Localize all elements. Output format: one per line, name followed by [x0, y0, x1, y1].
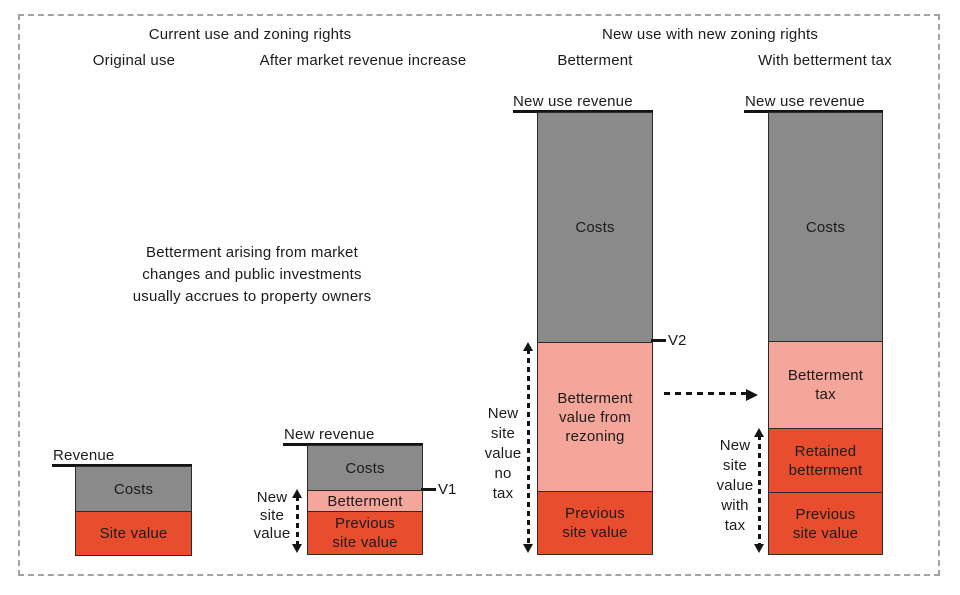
column-title-original-use: Original use: [92, 52, 176, 69]
revenue-label-market: New revenue: [284, 426, 375, 443]
segment-costs: Costs: [538, 113, 652, 342]
betterment-transfer-arrow: [664, 392, 746, 395]
new-site-value-arrow: [292, 489, 302, 553]
section-title-current-use: Current use and zoning rights: [148, 26, 352, 43]
segment-site-value: Site value: [76, 511, 191, 555]
segment-betterment-value: Betterment value from rezoning: [538, 342, 652, 491]
side-label-new-site-value-no-tax: New site value no tax: [484, 405, 522, 502]
segment-betterment: Betterment: [308, 490, 422, 511]
bar-with-betterment-tax: Costs Betterment tax Retained betterment…: [768, 112, 883, 555]
arrow-up-icon: [754, 428, 764, 437]
segment-costs: Costs: [76, 467, 191, 511]
arrow-up-icon: [523, 342, 533, 351]
revenue-line-market: [283, 443, 423, 446]
column-title-after-market-increase: After market revenue increase: [259, 52, 467, 69]
segment-previous-site-value: Previous site value: [538, 491, 652, 554]
revenue-label-original: Revenue: [53, 447, 115, 464]
revenue-label-rezoned: New use revenue: [513, 93, 633, 110]
segment-betterment-tax: Betterment tax: [769, 341, 882, 428]
segment-costs: Costs: [769, 113, 882, 341]
segment-costs: Costs: [308, 446, 422, 490]
explanatory-note: Betterment arising from market changes a…: [132, 244, 372, 305]
section-title-new-use: New use with new zoning rights: [601, 26, 819, 43]
column-title-with-betterment-tax: With betterment tax: [758, 52, 892, 69]
bar-after-market-increase: Costs Betterment Previous site value: [307, 445, 423, 555]
segment-retained-betterment: Retained betterment: [769, 428, 882, 492]
v1-tick: [421, 488, 436, 491]
side-label-new-site-value-with-tax: New site value with tax: [716, 437, 754, 534]
v2-tick: [651, 339, 666, 342]
bar-betterment-no-tax: Costs Betterment value from rezoning Pre…: [537, 112, 653, 555]
dashed-frame: [18, 14, 940, 576]
arrow-down-icon: [754, 544, 764, 553]
segment-previous-site-value: Previous site value: [308, 511, 422, 554]
column-title-betterment: Betterment: [557, 52, 633, 69]
arrow-down-icon: [292, 544, 302, 553]
arrow-down-icon: [523, 544, 533, 553]
new-site-value-no-tax-arrow: [523, 342, 533, 553]
side-label-new-site-value: New site value: [253, 489, 291, 542]
revenue-label-taxed: New use revenue: [745, 93, 865, 110]
revenue-line-rezoned: [513, 110, 653, 113]
arrow-up-icon: [292, 489, 302, 498]
v1-label: V1: [438, 481, 457, 498]
bar-original-use: Costs Site value: [75, 466, 192, 556]
segment-previous-site-value: Previous site value: [769, 492, 882, 554]
revenue-line-original: [52, 464, 192, 467]
v2-label: V2: [668, 332, 687, 349]
new-site-value-with-tax-arrow: [754, 428, 764, 553]
revenue-line-taxed: [744, 110, 883, 113]
arrow-right-icon: [746, 389, 758, 401]
